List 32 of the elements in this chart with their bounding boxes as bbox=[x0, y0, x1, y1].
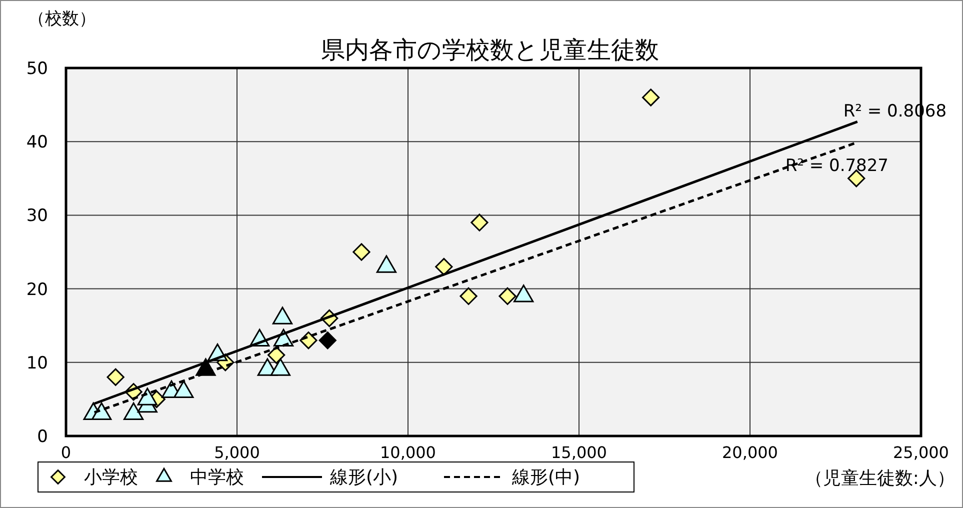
y-axis-title: （校数） bbox=[28, 9, 96, 29]
point bbox=[272, 306, 293, 324]
point bbox=[174, 380, 194, 398]
legend-label: 小学校 bbox=[84, 467, 138, 488]
point bbox=[270, 358, 290, 376]
y-tick-label: 0 bbox=[37, 427, 48, 447]
x-tick-label: 25,000 bbox=[893, 443, 949, 462]
point bbox=[92, 402, 112, 420]
point bbox=[470, 214, 488, 232]
legend-label: 中学校 bbox=[190, 467, 244, 488]
x-tick-label: 5,000 bbox=[214, 443, 260, 462]
point bbox=[352, 243, 370, 261]
point bbox=[123, 402, 144, 420]
x-axis-title: （児童生徒数:人） bbox=[804, 468, 955, 489]
x-tick-label: 20,000 bbox=[722, 443, 778, 462]
point bbox=[642, 88, 660, 106]
y-tick-label: 10 bbox=[26, 353, 48, 374]
x-tick-label: 0 bbox=[60, 443, 72, 462]
y-tick-label: 40 bbox=[26, 132, 48, 153]
chart-title: 県内各市の学校数と児童生徒数 bbox=[321, 36, 659, 64]
x-tick-label: 10,000 bbox=[380, 443, 436, 462]
y-tick-label: 50 bbox=[26, 59, 48, 79]
point bbox=[460, 287, 478, 305]
point bbox=[498, 287, 516, 305]
legend-label: 線形(中) bbox=[511, 467, 580, 488]
point bbox=[137, 388, 158, 406]
point bbox=[435, 258, 453, 276]
y-tick-label: 20 bbox=[26, 280, 48, 300]
legend-label: 線形(小) bbox=[329, 467, 398, 488]
point bbox=[514, 284, 534, 302]
x-tick-label: 15,000 bbox=[551, 443, 607, 462]
y-tick-label: 30 bbox=[26, 206, 48, 226]
